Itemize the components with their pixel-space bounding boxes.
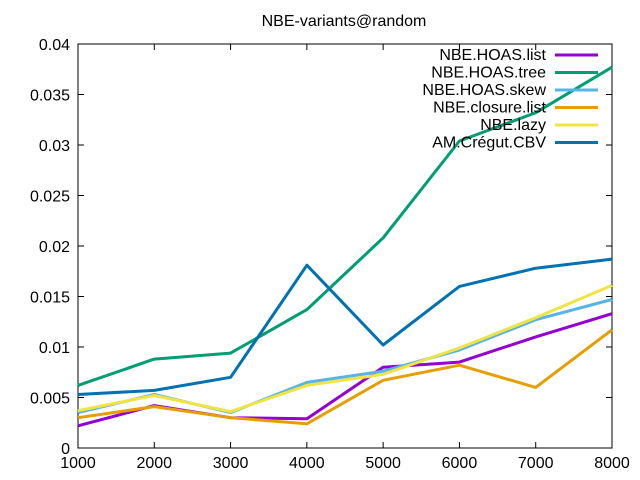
series-line-4 [77, 284, 613, 414]
y-tick-label: 0.04 [39, 37, 70, 54]
legend-label: NBE.HOAS.list [439, 47, 546, 64]
series-line-0 [77, 312, 613, 428]
legend: NBE.HOAS.listNBE.HOAS.treeNBE.HOAS.skewN… [422, 47, 598, 152]
y-tick-label: 0.035 [30, 88, 70, 105]
y-tick-label: 0 [61, 441, 70, 458]
legend-label: NBE.lazy [480, 117, 546, 134]
x-tick-label: 5000 [365, 455, 401, 472]
legend-label: NBE.closure.list [433, 100, 546, 117]
series-lines [77, 65, 613, 428]
y-tick-label: 0.025 [30, 189, 70, 206]
series-line-1 [77, 65, 613, 387]
series-line-5 [77, 257, 613, 396]
x-tick-label: 3000 [213, 455, 249, 472]
y-tick-label: 0.005 [30, 391, 70, 408]
x-tick-label: 7000 [518, 455, 554, 472]
x-tick-label: 4000 [289, 455, 325, 472]
legend-label: AM.Crégut.CBV [432, 135, 546, 152]
y-tick-label: 0.02 [39, 239, 70, 256]
x-tick-label: 2000 [136, 455, 172, 472]
series-line-3 [77, 328, 613, 426]
legend-label: NBE.HOAS.tree [431, 65, 546, 82]
x-tick-label: 8000 [594, 455, 630, 472]
x-tick-label: 1000 [60, 455, 96, 472]
x-tick-label: 6000 [442, 455, 478, 472]
chart-title: NBE-variants@random [262, 13, 427, 30]
y-tick-label: 0.015 [30, 290, 70, 307]
y-tick-label: 0.03 [39, 138, 70, 155]
legend-label: NBE.HOAS.skew [422, 82, 546, 99]
axis-ticks: 0 0.005 0.01 0.015 0.02 0.025 0.03 0.035 0.04 100… [30, 37, 630, 472]
y-tick-label: 0.01 [39, 340, 70, 357]
